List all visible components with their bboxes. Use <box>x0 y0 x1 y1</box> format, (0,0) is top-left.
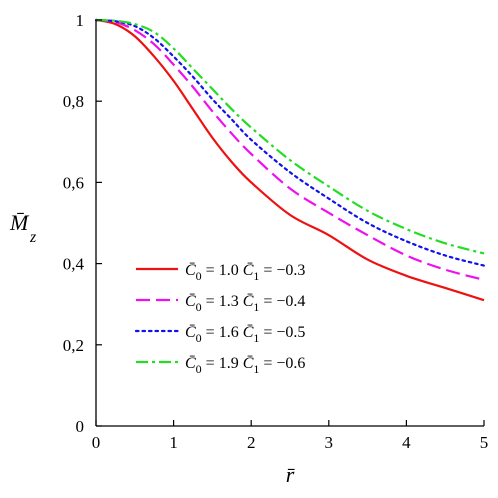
legend-label-0: C̄0 = 1.0 C̄1 = −0.3 <box>185 262 305 283</box>
y-tick-label-0: 0 <box>76 417 85 436</box>
legend-item-1: C̄0 = 1.3 C̄1 = −0.4 <box>136 293 305 314</box>
series-line-1 <box>95 18 485 281</box>
y-tick-label-3: 0,6 <box>63 173 84 192</box>
y-axis-label-sub: z <box>29 229 37 246</box>
series-line-3 <box>95 18 485 255</box>
curves <box>94 18 486 302</box>
legend-label-3: C̄0 = 1.9 C̄1 = −0.6 <box>185 355 305 376</box>
legend-item-2: C̄0 = 1.6 C̄1 = −0.5 <box>134 324 305 345</box>
x-tick-label-0: 0 <box>92 433 101 452</box>
y-tick-label-5: 1 <box>76 11 85 30</box>
legend-item-0: C̄0 = 1.0 C̄1 = −0.3 <box>136 262 305 283</box>
legend: C̄0 = 1.0 C̄1 = −0.3 C̄0 = 1.3 C̄1 = −0.4… <box>134 262 305 376</box>
y-axis-label-main: M̄ <box>9 210 30 235</box>
legend-label-1: C̄0 = 1.3 C̄1 = −0.4 <box>185 293 305 314</box>
x-axis-label: r̄ <box>286 462 296 487</box>
x-tick-label-1: 1 <box>169 433 178 452</box>
legend-item-3: C̄0 = 1.9 C̄1 = −0.6 <box>136 355 305 376</box>
legend-label-2: C̄0 = 1.6 C̄1 = −0.5 <box>185 324 305 345</box>
x-tick-label-3: 3 <box>325 433 334 452</box>
series-line-0 <box>95 18 485 302</box>
y-tick-label-2: 0,4 <box>63 255 85 274</box>
y-tick-label-4: 0,8 <box>63 92 84 111</box>
y-axis-label: M̄ z <box>9 210 37 246</box>
x-tick-label-4: 4 <box>402 433 411 452</box>
series-line-2 <box>94 18 486 267</box>
x-tick-label-2: 2 <box>247 433 256 452</box>
ticks: 0 1 2 3 4 5 0 0,2 0,4 0,6 0,8 1 <box>63 11 489 452</box>
x-tick-label-5: 5 <box>480 433 489 452</box>
y-tick-label-1: 0,2 <box>63 336 84 355</box>
axes <box>95 20 484 427</box>
